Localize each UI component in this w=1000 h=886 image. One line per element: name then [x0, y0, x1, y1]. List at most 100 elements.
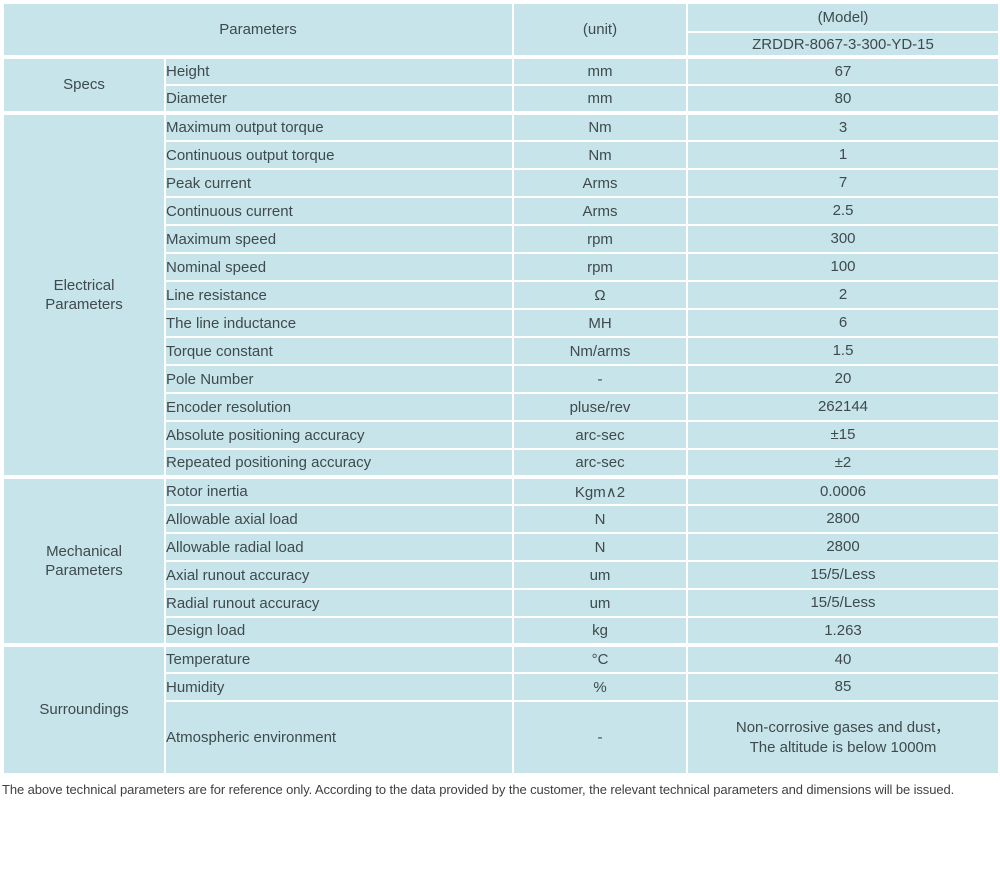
table-row: Absolute positioning accuracy arc-sec ±15	[3, 420, 1000, 450]
unit-cell: -	[512, 700, 688, 775]
value-cell: 67	[686, 55, 1000, 86]
table-row: Diameter mm 80	[3, 84, 1000, 114]
value-cell: 1.5	[686, 336, 1000, 366]
parameter-cell: Torque constant	[164, 336, 514, 366]
unit-cell: pluse/rev	[512, 392, 688, 422]
parameter-cell: Continuous current	[164, 196, 514, 226]
spec-sheet: Parameters (unit) (Model) ZRDDR-8067-3-3…	[2, 2, 1000, 797]
parameter-cell: Maximum output torque	[164, 111, 514, 142]
section-label: Mechanical Parameters	[2, 475, 166, 646]
value-cell: 100	[686, 252, 1000, 282]
table-header: Parameters (unit) (Model) ZRDDR-8067-3-3…	[2, 2, 1000, 58]
table-row: Specs Height mm 67	[2, 55, 1000, 114]
section-label: Surroundings	[2, 643, 166, 775]
parameter-cell: Maximum speed	[164, 224, 514, 254]
table-row: Radial runout accuracy um 15/5/Less	[3, 588, 1000, 618]
unit-cell: °C	[512, 643, 688, 674]
table-row: Torque constant Nm/arms 1.5	[3, 336, 1000, 366]
parameter-cell: Allowable radial load	[164, 532, 514, 562]
parameter-cell: Nominal speed	[164, 252, 514, 282]
table-row: Axial runout accuracy um 15/5/Less	[3, 560, 1000, 590]
parameter-cell: Height	[164, 55, 514, 86]
value-cell: 2	[686, 280, 1000, 310]
parameter-cell: Absolute positioning accuracy	[164, 420, 514, 450]
table-row: Line resistance Ω 2	[3, 280, 1000, 310]
value-cell: 20	[686, 364, 1000, 394]
value-cell: 85	[686, 672, 1000, 702]
unit-cell: um	[512, 588, 688, 618]
parameter-cell: Temperature	[164, 643, 514, 674]
unit-cell: Arms	[512, 168, 688, 198]
parameter-cell: Repeated positioning accuracy	[164, 448, 514, 478]
unit-cell: MH	[512, 308, 688, 338]
parameter-cell: Pole Number	[164, 364, 514, 394]
value-cell: ±15	[686, 420, 1000, 450]
table-row: Maximum speed rpm 300	[3, 224, 1000, 254]
unit-cell: Nm	[512, 111, 688, 142]
model-header: (Model)	[686, 2, 1000, 33]
value-cell: 7	[686, 168, 1000, 198]
table-row: Humidity% 85	[3, 672, 1000, 702]
parameter-cell: Humidity	[164, 672, 514, 702]
unit-cell: Nm	[512, 140, 688, 170]
unit-cell: um	[512, 560, 688, 590]
value-cell: Non-corrosive gases and dust， The altitu…	[686, 700, 1000, 775]
value-cell: 262144	[686, 392, 1000, 422]
unit-cell: Kgm∧2	[512, 475, 688, 506]
table-body: Specs Height mm 67 Diameter mm 80 Electrical Pa…	[2, 55, 1000, 775]
unit-cell: arc-sec	[512, 448, 688, 478]
value-cell: 300	[686, 224, 1000, 254]
header-row-model: ZRDDR-8067-3-300-YD-15	[3, 31, 1000, 58]
parameter-cell: The line inductance	[164, 308, 514, 338]
value-cell: 6	[686, 308, 1000, 338]
value-cell: 80	[686, 84, 1000, 114]
parameters-table: Parameters (unit) (Model) ZRDDR-8067-3-3…	[2, 2, 1000, 775]
unit-cell: %	[512, 672, 688, 702]
table-row: Mechanical Parameters Rotor inertia Kgm∧2 0…	[2, 475, 1000, 646]
table-row: Allowable radial load N 2800	[3, 532, 1000, 562]
table-row: Nominal speed rpm 100	[3, 252, 1000, 282]
value-cell: 2800	[686, 532, 1000, 562]
parameter-cell: Axial runout accuracy	[164, 560, 514, 590]
unit-cell: Arms	[512, 196, 688, 226]
header-row-top: Parameters (unit) (Model)	[2, 2, 1000, 58]
model-number: ZRDDR-8067-3-300-YD-15	[686, 31, 1000, 58]
value-cell: 15/5/Less	[686, 560, 1000, 590]
value-cell: 2.5	[686, 196, 1000, 226]
unit-cell: rpm	[512, 252, 688, 282]
table-row: Repeated positioning accuracy arc-sec ±2	[3, 448, 1000, 478]
parameter-cell: Rotor inertia	[164, 475, 514, 506]
value-cell: 3	[686, 111, 1000, 142]
parameter-cell: Atmospheric environment	[164, 700, 514, 775]
value-cell: 15/5/Less	[686, 588, 1000, 618]
value-cell: 40	[686, 643, 1000, 674]
table-row: Design load kg 1.263	[3, 616, 1000, 646]
table-row: The line inductance MH 6	[3, 308, 1000, 338]
table-row: Allowable axial load N 2800	[3, 504, 1000, 534]
parameter-cell: Encoder resolution	[164, 392, 514, 422]
parameter-cell: Design load	[164, 616, 514, 646]
unit-cell: arc-sec	[512, 420, 688, 450]
unit-cell: -	[512, 364, 688, 394]
unit-cell: mm	[512, 84, 688, 114]
value-cell: 0.0006	[686, 475, 1000, 506]
unit-cell: mm	[512, 55, 688, 86]
unit-cell: N	[512, 532, 688, 562]
parameter-cell: Radial runout accuracy	[164, 588, 514, 618]
footer-note: The above technical parameters are for r…	[2, 782, 955, 797]
unit-cell: Ω	[512, 280, 688, 310]
unit-cell: rpm	[512, 224, 688, 254]
parameter-cell: Line resistance	[164, 280, 514, 310]
parameter-cell: Peak current	[164, 168, 514, 198]
table-row: Atmospheric environment - Non-corrosive ga…	[3, 700, 1000, 775]
value-cell: ±2	[686, 448, 1000, 478]
table-row: Peak current Arms 7	[3, 168, 1000, 198]
unit-cell: Nm/arms	[512, 336, 688, 366]
value-cell: 2800	[686, 504, 1000, 534]
unit-cell: kg	[512, 616, 688, 646]
parameters-header: Parameters	[2, 2, 514, 58]
unit-cell: N	[512, 504, 688, 534]
value-cell: 1.263	[686, 616, 1000, 646]
section-label: Specs	[2, 55, 166, 114]
unit-header: (unit)	[512, 2, 688, 58]
